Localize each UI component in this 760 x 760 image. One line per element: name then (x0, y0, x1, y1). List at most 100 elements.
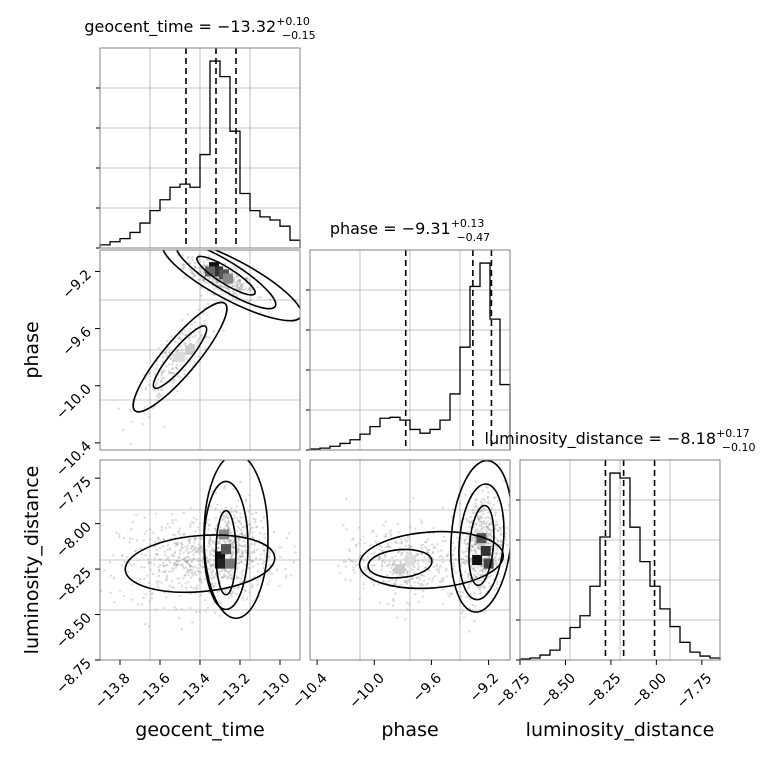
sample-point (387, 579, 391, 583)
sample-point (237, 537, 240, 541)
sample-point (175, 559, 179, 563)
sample-point (336, 564, 340, 567)
sample-point (198, 563, 201, 566)
sample-point (419, 519, 423, 522)
sample-point (216, 546, 220, 550)
sample-point (207, 528, 210, 531)
sample-point (198, 278, 202, 282)
sample-point (238, 538, 241, 541)
sample-point (225, 287, 229, 290)
sample-point (220, 569, 224, 572)
sample-point (168, 561, 172, 565)
sample-point (504, 561, 507, 565)
sample-point (350, 538, 354, 541)
sample-point (441, 580, 444, 583)
sample-point (232, 290, 235, 293)
sample-point (235, 517, 238, 520)
sample-point (371, 530, 374, 533)
sample-point (496, 538, 499, 542)
sample-point (390, 566, 393, 570)
sample-point (393, 568, 396, 571)
sample-point (479, 510, 483, 513)
sample-point (173, 534, 176, 537)
sample-point (223, 485, 227, 488)
sample-point (222, 517, 226, 520)
sample-point (199, 272, 203, 275)
sample-point (206, 560, 210, 563)
sample-point (475, 530, 478, 533)
sample-point (477, 518, 480, 521)
sample-point (247, 566, 251, 569)
sample-point (185, 561, 189, 564)
sample-point (293, 545, 296, 548)
sample-point (175, 564, 178, 567)
sample-point (245, 277, 248, 280)
sample-point (193, 572, 196, 576)
sample-point (399, 560, 402, 563)
sample-point (175, 608, 178, 611)
sample-point (256, 583, 259, 587)
sample-point (240, 555, 243, 559)
sample-point (475, 575, 478, 578)
sample-point (220, 576, 224, 579)
sample-point (404, 540, 408, 543)
sample-point (493, 513, 497, 517)
sample-point (253, 543, 256, 547)
sample-point (254, 557, 258, 560)
sample-point (486, 516, 490, 519)
sample-point (184, 586, 188, 590)
sample-point (241, 580, 244, 583)
sample-point (255, 548, 259, 551)
sample-point (373, 551, 376, 554)
sample-point (168, 525, 171, 529)
sample-point (478, 530, 482, 533)
contour (215, 509, 237, 596)
sample-point (148, 383, 151, 387)
sample-point (211, 564, 214, 568)
sample-point (257, 538, 261, 542)
sample-point (422, 579, 426, 582)
sample-point (228, 283, 231, 286)
sample-point (121, 564, 124, 567)
sample-point (157, 536, 160, 539)
sample-point (156, 378, 160, 381)
sample-point (148, 582, 151, 585)
sample-point (128, 561, 131, 565)
sample-point (375, 535, 378, 538)
sample-point (206, 313, 209, 316)
sample-point (201, 557, 205, 560)
sample-point (410, 545, 413, 548)
sample-point (391, 597, 395, 601)
sample-point (500, 543, 503, 546)
sample-point (391, 578, 394, 581)
sample-point (487, 581, 490, 585)
sample-point (162, 351, 165, 355)
sample-point (193, 545, 196, 548)
sample-point (171, 378, 175, 382)
sample-point (394, 592, 397, 595)
sample-point (241, 574, 244, 577)
sample-point (227, 522, 231, 525)
sample-point (467, 572, 470, 576)
sample-point (169, 371, 173, 375)
sample-point (425, 550, 429, 553)
sample-point (181, 543, 184, 547)
sample-point (294, 551, 297, 554)
sample-point (248, 567, 252, 570)
sample-point (154, 540, 157, 543)
sample-point (358, 526, 361, 529)
y-tick-label: −7.75 (53, 474, 95, 516)
sample-point (493, 559, 497, 563)
sample-point (229, 539, 232, 542)
sample-point (251, 586, 254, 589)
density-cell (213, 266, 223, 277)
sample-point (480, 501, 483, 504)
sample-point (229, 576, 232, 580)
sample-point (424, 566, 427, 569)
sample-point (197, 543, 201, 546)
sample-point (196, 567, 199, 570)
sample-point (216, 591, 219, 594)
contour (358, 530, 505, 590)
sample-point (342, 524, 345, 527)
y-tick-label: −8.00 (53, 519, 95, 561)
